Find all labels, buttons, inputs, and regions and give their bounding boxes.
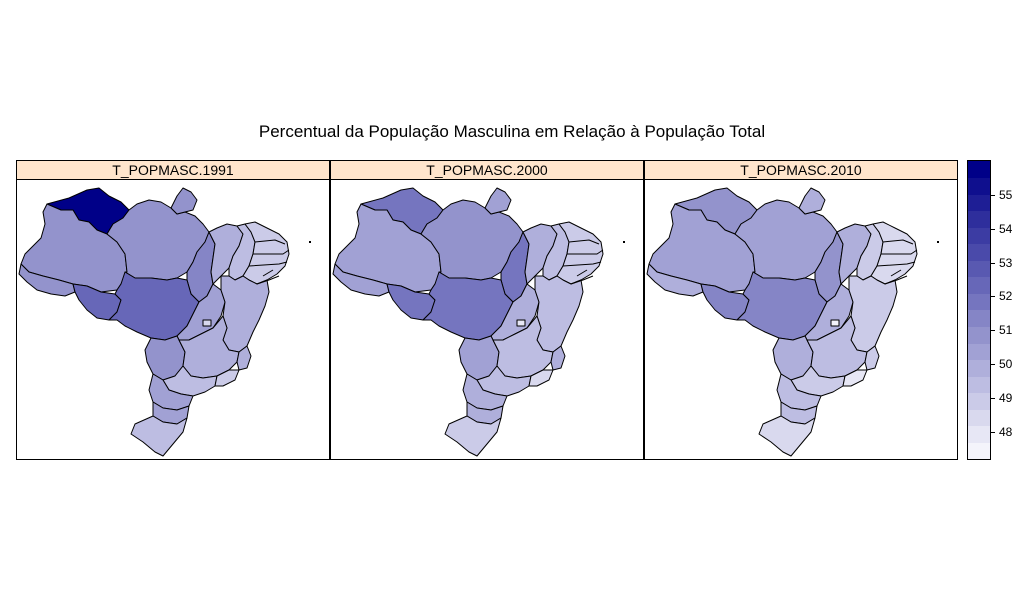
brazil-map	[18, 187, 311, 457]
legend-tick-label: 53	[999, 255, 1013, 270]
legend-tick	[991, 262, 995, 264]
legend-tick	[991, 194, 995, 196]
legend-tick-label: 49	[999, 391, 1013, 406]
chart-title: Percentual da População Masculina em Rel…	[258, 122, 766, 141]
panel-strip-label: T_POPMASC.2010	[645, 161, 957, 180]
map-2000	[332, 187, 625, 457]
legend-tick-label: 48	[999, 424, 1013, 439]
state-region-ba	[534, 275, 584, 353]
color-legend	[967, 160, 991, 460]
state-border-line	[253, 249, 290, 255]
legend-color-step	[968, 376, 990, 394]
state-region-rs	[130, 415, 188, 457]
island-marker	[309, 241, 311, 243]
state-border-line	[881, 249, 918, 255]
state-region-df	[516, 319, 526, 327]
state-region-df	[830, 319, 840, 327]
state-region-ap	[170, 187, 198, 215]
legend-color-step	[968, 409, 990, 427]
panel-2010: T_POPMASC.2010	[644, 160, 958, 460]
state-border-line	[570, 275, 594, 285]
state-region-ap	[798, 187, 826, 215]
legend-color-step	[968, 310, 990, 328]
legend-color-step	[968, 276, 990, 294]
legend-color-step	[968, 326, 990, 344]
brazil-map	[332, 187, 625, 457]
legend-color-step	[968, 442, 990, 460]
legend-color-step	[968, 343, 990, 361]
state-region-ap	[484, 187, 512, 215]
legend-tick-label: 51	[999, 323, 1013, 338]
legend-tick-label: 54	[999, 221, 1013, 236]
legend-color-step	[968, 227, 990, 245]
state-region-ac	[18, 263, 76, 297]
state-region-ac	[646, 263, 704, 297]
legend-color-step	[968, 293, 990, 311]
state-border-line	[576, 269, 588, 277]
state-region-rj	[842, 369, 868, 387]
legend-tick	[991, 330, 995, 332]
legend-tick	[991, 431, 995, 433]
map-2010	[646, 187, 939, 457]
legend-color-step	[968, 359, 990, 377]
legend-tick	[991, 228, 995, 230]
state-border-line	[562, 261, 602, 267]
legend-color-step	[968, 210, 990, 228]
state-region-rs	[444, 415, 502, 457]
state-border-line	[254, 239, 286, 245]
state-border-line	[882, 239, 914, 245]
legend-color-step	[968, 177, 990, 195]
state-region-rj	[214, 369, 240, 387]
legend-ticks: 48 49 50 51 52 53 54 55	[991, 160, 1021, 460]
state-region-es	[864, 345, 880, 371]
brazil-map	[646, 187, 939, 457]
state-region-df	[202, 319, 212, 327]
island-marker	[937, 241, 939, 243]
state-region-es	[236, 345, 252, 371]
state-border-line	[567, 249, 604, 255]
state-region-ba	[220, 275, 270, 353]
legend-color-step	[968, 392, 990, 410]
legend-tick	[991, 364, 995, 366]
panel-strip-label: T_POPMASC.1991	[17, 161, 329, 180]
state-border-line	[248, 261, 288, 267]
legend-tick	[991, 398, 995, 400]
state-border-line	[884, 275, 908, 285]
state-region-rs	[758, 415, 816, 457]
state-border-line	[256, 275, 280, 285]
legend-tick-label: 52	[999, 289, 1013, 304]
legend-color-step	[968, 260, 990, 278]
legend-tick-label: 50	[999, 357, 1013, 372]
panel-2000: T_POPMASC.2000	[330, 160, 644, 460]
state-border-line	[890, 269, 902, 277]
state-region-rj	[528, 369, 554, 387]
state-border-line	[568, 239, 600, 245]
legend-color-step	[968, 425, 990, 443]
state-border-line	[262, 269, 274, 277]
state-region-ac	[332, 263, 390, 297]
map-1991	[18, 187, 311, 457]
legend-color-step	[968, 243, 990, 261]
legend-color-step	[968, 194, 990, 212]
legend-tick-label: 55	[999, 187, 1013, 202]
legend-tick	[991, 296, 995, 298]
state-region-es	[550, 345, 566, 371]
island-marker	[623, 241, 625, 243]
state-border-line	[876, 261, 916, 267]
state-region-ba	[848, 275, 898, 353]
legend-color-step	[968, 161, 990, 179]
panel-strip-label: T_POPMASC.2000	[331, 161, 643, 180]
panel-1991: T_POPMASC.1991	[16, 160, 330, 460]
